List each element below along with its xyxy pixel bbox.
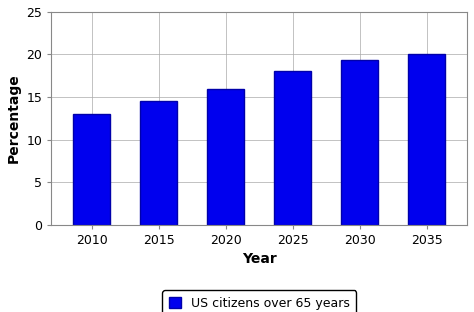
Bar xyxy=(73,114,110,225)
Bar xyxy=(409,55,445,225)
Y-axis label: Percentage: Percentage xyxy=(7,73,21,163)
Bar xyxy=(274,71,311,225)
X-axis label: Year: Year xyxy=(242,252,277,266)
Bar xyxy=(140,101,177,225)
Bar xyxy=(207,89,244,225)
Legend: US citizens over 65 years: US citizens over 65 years xyxy=(162,290,356,312)
Bar xyxy=(341,61,378,225)
